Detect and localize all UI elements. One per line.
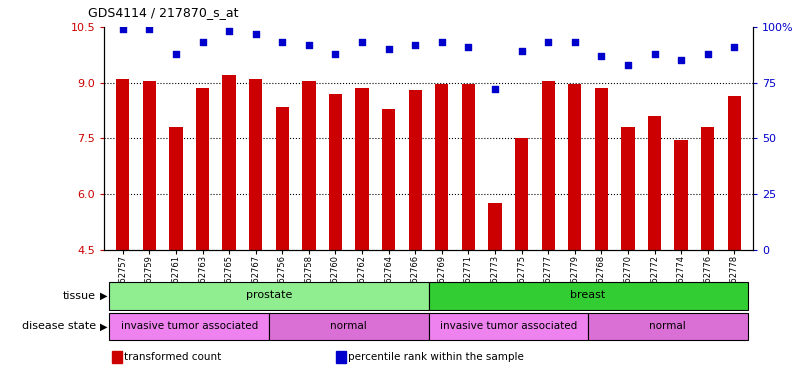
Text: invasive tumor associated: invasive tumor associated — [121, 321, 258, 331]
Text: normal: normal — [330, 321, 367, 331]
Text: disease state: disease state — [22, 321, 96, 331]
Bar — [169, 127, 183, 250]
Bar — [143, 81, 156, 250]
Bar — [302, 81, 316, 250]
Point — [409, 41, 421, 48]
Point — [622, 62, 634, 68]
Point — [356, 40, 368, 46]
Point — [462, 44, 475, 50]
Text: normal: normal — [650, 321, 686, 331]
Point — [674, 57, 687, 63]
Point — [223, 28, 235, 35]
Text: transformed count: transformed count — [124, 352, 221, 362]
Point — [276, 40, 288, 46]
Point — [702, 51, 714, 57]
Bar — [594, 88, 608, 250]
Bar — [674, 140, 688, 250]
Bar — [196, 88, 209, 250]
Bar — [429, 282, 747, 310]
Point — [382, 46, 395, 52]
Bar — [116, 79, 130, 250]
Text: breast: breast — [570, 290, 606, 300]
Text: invasive tumor associated: invasive tumor associated — [440, 321, 577, 331]
Bar — [515, 138, 528, 250]
Bar — [727, 96, 741, 250]
Bar — [382, 109, 396, 250]
Bar — [541, 81, 555, 250]
Bar — [701, 127, 714, 250]
Bar — [409, 90, 422, 250]
Point — [569, 40, 582, 46]
Bar — [489, 203, 501, 250]
Bar — [435, 84, 449, 250]
Point — [249, 30, 262, 36]
Point — [541, 40, 554, 46]
Point — [489, 86, 501, 92]
Text: percentile rank within the sample: percentile rank within the sample — [348, 352, 525, 362]
Text: ▶: ▶ — [100, 321, 107, 331]
Text: ▶: ▶ — [100, 291, 107, 301]
Bar — [110, 282, 429, 310]
Bar — [249, 79, 263, 250]
Text: GDS4114 / 217870_s_at: GDS4114 / 217870_s_at — [88, 6, 239, 19]
Bar — [568, 84, 582, 250]
Point — [170, 51, 183, 57]
Point — [648, 51, 661, 57]
Point — [728, 44, 741, 50]
Bar — [429, 313, 588, 340]
Point — [436, 40, 449, 46]
Point — [595, 53, 608, 59]
Text: tissue: tissue — [63, 291, 96, 301]
Point — [143, 26, 155, 32]
Bar — [329, 94, 342, 250]
Point — [196, 40, 209, 46]
Bar — [356, 88, 368, 250]
Bar — [622, 127, 634, 250]
Bar — [588, 313, 747, 340]
Bar — [269, 313, 429, 340]
Bar — [276, 107, 289, 250]
Bar — [110, 313, 269, 340]
Point — [116, 26, 129, 32]
Bar — [461, 84, 475, 250]
Point — [329, 51, 342, 57]
Point — [303, 41, 316, 48]
Bar — [648, 116, 661, 250]
Point — [515, 48, 528, 55]
Bar — [223, 75, 235, 250]
Text: prostate: prostate — [246, 290, 292, 300]
